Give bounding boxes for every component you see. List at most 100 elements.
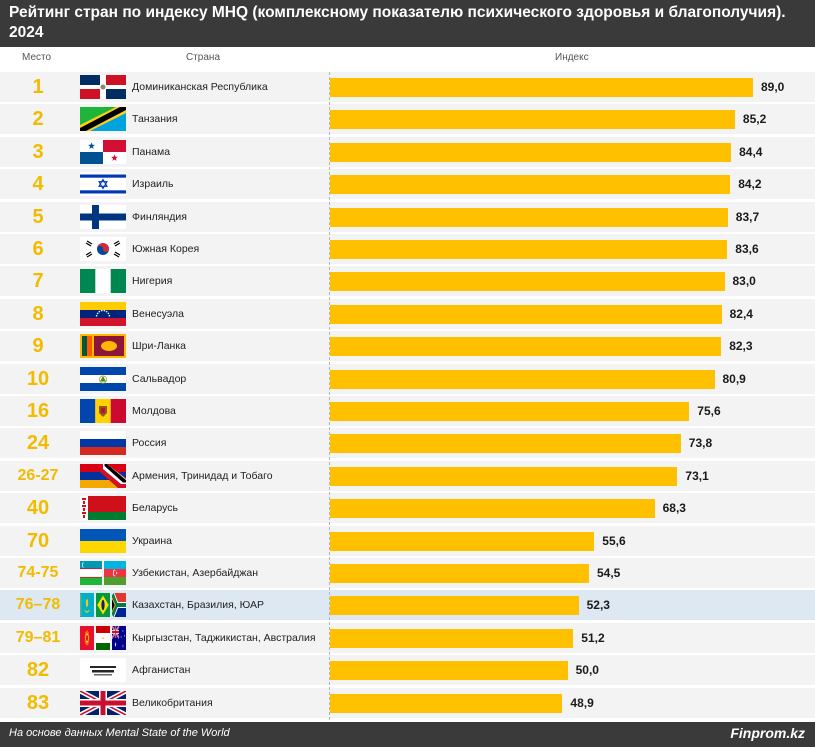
bar — [330, 531, 595, 551]
flag-tajikistan-icon — [96, 625, 110, 650]
bar — [330, 661, 568, 681]
flag-group — [80, 107, 126, 132]
country-label: Панама — [132, 145, 171, 158]
value-label: 73,8 — [688, 436, 713, 451]
table-row: 6 Южная Корея 83,6 — [0, 234, 815, 264]
chart-title: Рейтинг стран по индексу MHQ (комплексно… — [9, 4, 786, 41]
flag-group — [80, 172, 126, 197]
table-row: 7 Нигерия 83,0 — [0, 266, 815, 297]
rank-label: 10 — [26, 367, 50, 390]
bar — [330, 304, 722, 324]
value-label: 52,3 — [586, 598, 610, 613]
flag-group — [80, 690, 126, 715]
country-label: Сальвадор — [132, 372, 187, 385]
country-label: Афганистан — [132, 664, 191, 677]
flag-finland-icon — [80, 204, 126, 229]
table-row: 5 Финляндия 83,7 — [0, 201, 815, 232]
bar — [330, 499, 655, 519]
bar — [330, 337, 722, 357]
value-label: 84,4 — [739, 144, 763, 159]
flag-russia-icon — [80, 431, 126, 456]
bar — [330, 434, 681, 454]
bar — [330, 402, 690, 421]
flag-belarus-icon — [80, 496, 126, 521]
source-note: На основе данных Mental State of the Wor… — [9, 727, 230, 739]
rank-label: 8 — [32, 302, 44, 325]
flag-group — [80, 496, 126, 521]
bar — [330, 369, 715, 389]
country-label: Узбекистан, Азербайджан — [132, 567, 259, 579]
country-label: Кыргызстан, Таджикистан, Австралия — [132, 631, 316, 644]
country-label: Израиль — [132, 178, 174, 191]
value-label: 82,3 — [729, 339, 753, 354]
value-label: 85,2 — [742, 112, 767, 127]
value-label: 55,6 — [602, 533, 626, 548]
bar — [330, 240, 728, 259]
rank-label: 76–78 — [15, 596, 61, 614]
flag-armenia-trinidad-tobago-icon — [80, 463, 126, 488]
country-label: Великобритания — [132, 696, 213, 709]
country-label: Россия — [132, 437, 167, 450]
table-row: 3 Панама 84,4 — [0, 136, 815, 167]
value-label: 68,3 — [662, 501, 686, 516]
rank-label: 82 — [26, 659, 50, 682]
rank-label: 3 — [32, 140, 44, 163]
flag-group — [80, 658, 126, 683]
flag-tanzania-icon — [80, 107, 126, 132]
country-label: Молдова — [132, 405, 176, 417]
rank-label: 24 — [26, 432, 50, 455]
table-row: 26-27 Армения, Тринидад и Тобаго 73,1 — [0, 460, 815, 491]
flag-uzbekistan-icon — [80, 561, 102, 585]
table-row: 70 Украина 55,6 — [0, 525, 815, 556]
flag-brazil-icon — [96, 593, 110, 618]
country-label: Украина — [132, 534, 172, 547]
flag-group — [80, 463, 126, 488]
country-label: Южная Корея — [132, 243, 200, 255]
bar — [330, 78, 753, 97]
flag-kyrgyzstan-icon — [80, 625, 94, 650]
rank-label: 2 — [32, 108, 44, 131]
flag-dominican-republic-icon — [80, 75, 126, 99]
column-header-index: Индекс — [555, 52, 589, 63]
rank-label: 1 — [32, 76, 44, 98]
country-label: Армения, Тринидад и Тобаго — [132, 469, 273, 482]
flag-group — [80, 301, 126, 326]
table-row: 16 Молдова 75,6 — [0, 396, 815, 426]
table-row: 40 Беларусь 68,3 — [0, 493, 815, 524]
flag-group — [80, 593, 126, 618]
bar — [330, 693, 563, 713]
rank-label: 70 — [26, 529, 50, 552]
value-label: 84,2 — [738, 177, 762, 192]
country-label: Шри-Ланка — [132, 340, 187, 353]
value-label: 80,9 — [722, 371, 746, 386]
table-row: 8 Венесуэла 82,4 — [0, 298, 815, 329]
flag-el-salvador-icon — [80, 366, 126, 391]
flag-group — [80, 528, 126, 553]
flag-afghanistan-icon — [80, 658, 126, 683]
flag-nigeria-icon — [80, 269, 126, 294]
bar — [330, 272, 725, 292]
table-row: 9 Шри-Ланка 82,3 — [0, 331, 815, 362]
flag-group — [80, 366, 126, 391]
brand-logo-text: Finprom.kz — [730, 725, 805, 741]
rank-label: 16 — [26, 400, 50, 422]
rank-label: 4 — [32, 173, 44, 196]
chart-footer: На основе данных Mental State of the Wor… — [0, 722, 815, 747]
value-label: 50,0 — [575, 663, 599, 678]
value-label: 54,5 — [597, 566, 621, 580]
country-label: Казахстан, Бразилия, ЮАР — [132, 599, 264, 612]
country-label: Доминиканская Республика — [132, 81, 268, 93]
flag-south-africa-icon — [112, 593, 126, 618]
rank-label: 74-75 — [17, 564, 59, 581]
value-label: 83,6 — [735, 242, 759, 256]
table-row: 4 Израиль 84,2 — [0, 169, 815, 200]
bar — [330, 564, 589, 583]
value-label: 89,0 — [761, 80, 785, 94]
flag-group — [80, 625, 126, 650]
flag-south-korea-icon — [80, 237, 126, 261]
value-label: 48,9 — [570, 695, 594, 710]
flag-venezuela-icon — [80, 301, 126, 326]
flag-sri-lanka-icon — [80, 334, 126, 359]
rank-label: 83 — [26, 691, 50, 714]
flag-group — [80, 561, 126, 585]
